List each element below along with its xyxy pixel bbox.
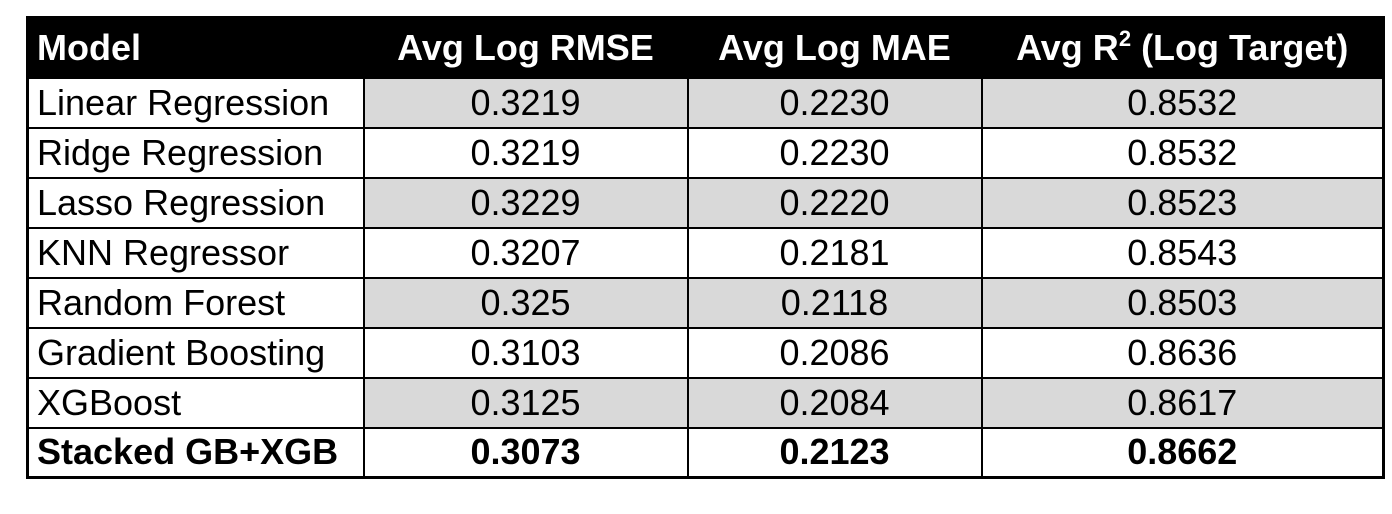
r2-cell: 0.8523 bbox=[980, 176, 1385, 229]
mae-cell: 0.2084 bbox=[686, 376, 983, 429]
model-cell: KNN Regressor bbox=[26, 226, 365, 279]
rmse-cell: 0.3207 bbox=[362, 226, 689, 279]
table-row: XGBoost 0.3125 0.2084 0.8617 bbox=[26, 376, 1385, 429]
model-cell: Lasso Regression bbox=[26, 176, 365, 229]
table-header-row: Model Avg Log RMSE Avg Log MAE Avg R2 (L… bbox=[26, 16, 1385, 79]
header-r2-prefix: Avg R bbox=[1016, 26, 1119, 68]
rmse-cell: 0.3229 bbox=[362, 176, 689, 229]
r2-cell: 0.8617 bbox=[980, 376, 1385, 429]
model-cell: Random Forest bbox=[26, 276, 365, 329]
mae-cell: 0.2230 bbox=[686, 126, 983, 179]
rmse-cell: 0.3219 bbox=[362, 76, 689, 129]
header-model: Model bbox=[26, 16, 365, 79]
rmse-cell: 0.325 bbox=[362, 276, 689, 329]
model-cell: Ridge Regression bbox=[26, 126, 365, 179]
mae-cell: 0.2220 bbox=[686, 176, 983, 229]
header-rmse: Avg Log RMSE bbox=[362, 16, 689, 79]
header-r2: Avg R2 (Log Target) bbox=[980, 16, 1385, 79]
r2-cell: 0.8636 bbox=[980, 326, 1385, 379]
rmse-cell: 0.3073 bbox=[362, 426, 689, 479]
rmse-cell: 0.3219 bbox=[362, 126, 689, 179]
r2-cell: 0.8532 bbox=[980, 126, 1385, 179]
model-cell: Stacked GB+XGB bbox=[26, 426, 365, 479]
r2-cell: 0.8662 bbox=[980, 426, 1385, 479]
table-row-best: Stacked GB+XGB 0.3073 0.2123 0.8662 bbox=[26, 426, 1385, 479]
model-cell: Linear Regression bbox=[26, 76, 365, 129]
table-row: Gradient Boosting 0.3103 0.2086 0.8636 bbox=[26, 326, 1385, 379]
mae-cell: 0.2086 bbox=[686, 326, 983, 379]
table-row: Lasso Regression 0.3229 0.2220 0.8523 bbox=[26, 176, 1385, 229]
r2-cell: 0.8503 bbox=[980, 276, 1385, 329]
mae-cell: 0.2230 bbox=[686, 76, 983, 129]
r2-cell: 0.8532 bbox=[980, 76, 1385, 129]
table-row: KNN Regressor 0.3207 0.2181 0.8543 bbox=[26, 226, 1385, 279]
results-table-container: Model Avg Log RMSE Avg Log MAE Avg R2 (L… bbox=[26, 16, 1385, 479]
model-cell: XGBoost bbox=[26, 376, 365, 429]
header-r2-superscript: 2 bbox=[1118, 25, 1132, 51]
mae-cell: 0.2181 bbox=[686, 226, 983, 279]
mae-cell: 0.2118 bbox=[686, 276, 983, 329]
header-r2-suffix: (Log Target) bbox=[1131, 26, 1349, 68]
table-row: Random Forest 0.325 0.2118 0.8503 bbox=[26, 276, 1385, 329]
rmse-cell: 0.3103 bbox=[362, 326, 689, 379]
model-cell: Gradient Boosting bbox=[26, 326, 365, 379]
mae-cell: 0.2123 bbox=[686, 426, 983, 479]
header-mae: Avg Log MAE bbox=[686, 16, 983, 79]
table-row: Linear Regression 0.3219 0.2230 0.8532 bbox=[26, 76, 1385, 129]
r2-cell: 0.8543 bbox=[980, 226, 1385, 279]
model-comparison-table: Model Avg Log RMSE Avg Log MAE Avg R2 (L… bbox=[26, 16, 1385, 479]
table-row: Ridge Regression 0.3219 0.2230 0.8532 bbox=[26, 126, 1385, 179]
rmse-cell: 0.3125 bbox=[362, 376, 689, 429]
